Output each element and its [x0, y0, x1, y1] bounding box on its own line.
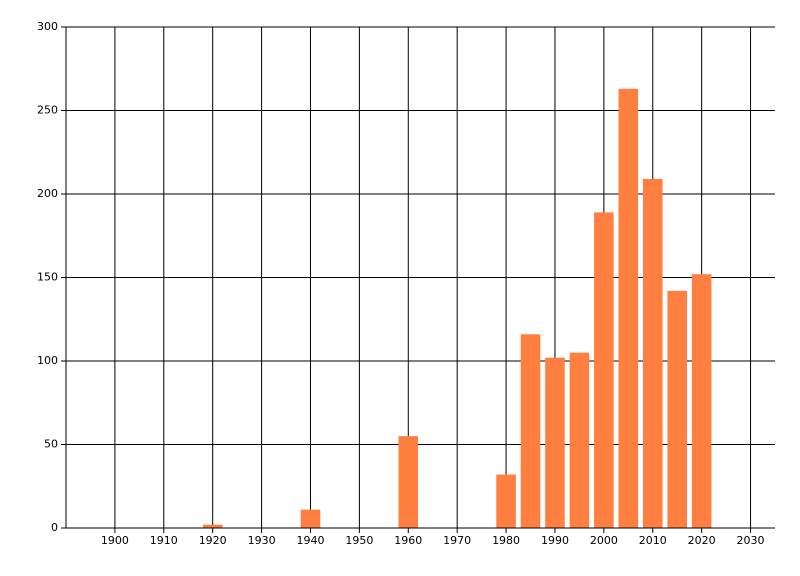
x-tick-label: 2030 [737, 534, 765, 547]
bar [520, 334, 541, 528]
bar [594, 212, 614, 528]
bar [691, 274, 712, 528]
x-tick-label: 1960 [394, 534, 422, 547]
x-tick-label: 2000 [590, 534, 618, 547]
x-tick-label: 1940 [296, 534, 324, 547]
y-tick-label: 150 [37, 271, 58, 284]
bar [398, 436, 419, 528]
x-tick-label: 2020 [688, 534, 716, 547]
bar [642, 178, 663, 528]
x-tick-label: 1910 [150, 534, 178, 547]
bar [618, 88, 639, 528]
bar [496, 474, 516, 528]
x-tick-label: 1900 [101, 534, 129, 547]
bar [300, 509, 321, 528]
x-tick-label: 1980 [492, 534, 520, 547]
bar [545, 357, 565, 528]
y-tick-label: 0 [51, 521, 58, 534]
x-tick-label: 1970 [443, 534, 471, 547]
x-tick-label: 1990 [541, 534, 569, 547]
y-tick-label: 200 [37, 187, 58, 200]
x-tick-label: 1930 [248, 534, 276, 547]
y-tick-label: 300 [37, 20, 58, 33]
y-tick-label: 100 [37, 354, 58, 367]
x-tick-label: 1920 [199, 534, 227, 547]
bar [202, 524, 223, 528]
y-tick-label: 50 [44, 438, 58, 451]
x-tick-label: 2010 [639, 534, 667, 547]
x-tick-label: 1950 [345, 534, 373, 547]
bar [569, 352, 590, 528]
bar [667, 290, 687, 528]
y-tick-label: 250 [37, 104, 58, 117]
